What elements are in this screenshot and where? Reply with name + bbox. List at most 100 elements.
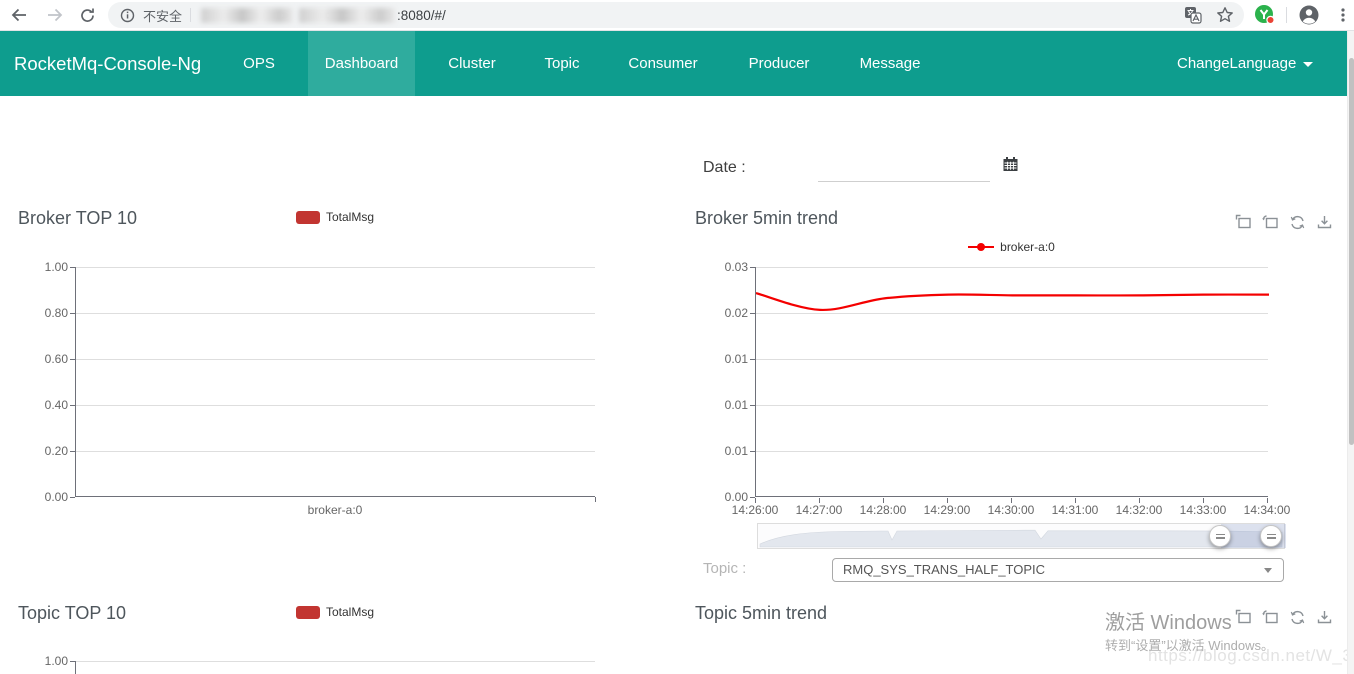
nav-item-message[interactable]: Message — [859, 55, 921, 72]
restore-icon[interactable] — [1289, 214, 1306, 231]
broker-top10-ytick-marks — [70, 267, 75, 498]
extension-icon[interactable] — [1254, 4, 1276, 26]
topic-select[interactable]: RMQ_SYS_TRANS_HALF_TOPIC — [832, 558, 1284, 582]
forward-icon[interactable] — [44, 4, 66, 26]
zoom-select-icon[interactable] — [1235, 214, 1252, 231]
top-navbar: RocketMq-Console-Ng OPS Dashboard Cluste… — [0, 31, 1354, 96]
save-image-icon[interactable] — [1316, 214, 1333, 231]
ytick-label: 0.03 — [724, 260, 748, 274]
ytick-label: 0.01 — [724, 444, 748, 458]
ytick-label: 0.02 — [724, 306, 748, 320]
profile-avatar-icon[interactable] — [1298, 4, 1320, 26]
legend-line-marker — [968, 243, 995, 251]
csdn-watermark: https://blog.csdn.net/W_317 — [1148, 646, 1354, 665]
broker-trend-gridlines — [756, 267, 1268, 452]
broker-trend-line-chart — [756, 292, 1269, 312]
legend-dot-marker — [977, 243, 986, 251]
save-image-icon[interactable] — [1316, 609, 1333, 626]
legend-label-broker: broker-a:0 — [1000, 240, 1055, 254]
nav-item-producer[interactable]: Producer — [748, 55, 810, 72]
windows-activation-watermark-line1: 激活 Windows — [1105, 612, 1232, 634]
datazoom-slider[interactable] — [757, 523, 1286, 549]
back-icon[interactable] — [8, 4, 30, 26]
brand-title[interactable]: RocketMq-Console-Ng — [14, 53, 202, 74]
ytick-label: 0.20 — [44, 444, 68, 458]
xtick-label: 14:28:00 — [859, 503, 907, 517]
legend-label-totalmsg: TotalMsg — [325, 210, 375, 224]
ytick-label: 0.01 — [724, 398, 748, 412]
url-text: :8080/#/ — [397, 7, 446, 23]
broker-top10-end-tick — [595, 497, 596, 502]
broker-trend-title: Broker 5min trend — [695, 208, 839, 228]
broker-trend-plot — [755, 267, 1269, 497]
broker-top10-plot — [75, 267, 595, 497]
address-bar[interactable]: 不安全 :8080/#/ — [108, 2, 1244, 28]
xtick-label: 14:29:00 — [923, 503, 971, 517]
topic-top10-gridline — [75, 661, 595, 662]
url-redacted-segment — [201, 7, 294, 23]
broker-trend-toolbox — [1235, 214, 1333, 231]
xtick-label: 14:30:00 — [987, 503, 1035, 517]
info-icon[interactable] — [120, 8, 135, 23]
bookmark-star-icon[interactable] — [1214, 4, 1236, 26]
page-scrollbar[interactable] — [1347, 31, 1354, 674]
topic-top10-ytick-mark — [70, 661, 75, 662]
topic-label: Topic : — [703, 560, 747, 577]
broker-top10-title: Broker TOP 10 — [18, 208, 138, 228]
legend-swatch-totalmsg — [295, 605, 320, 619]
broker-trend-ytick-marks — [750, 267, 755, 498]
refresh-icon[interactable] — [76, 4, 98, 26]
ytick-label: 0.80 — [44, 306, 68, 320]
broker-top10-gridlines — [76, 267, 595, 452]
change-language-label: ChangeLanguage — [1177, 55, 1297, 72]
translate-icon[interactable] — [1182, 4, 1204, 26]
ytick-label: 0.00 — [724, 490, 748, 504]
topic-top10-axis-stub — [75, 661, 76, 674]
windows-activation-watermark-line2: 转到“设置”以激活 Windows。 — [1105, 638, 1275, 653]
nav-item-cluster[interactable]: Cluster — [448, 55, 496, 72]
nav-item-dashboard[interactable]: Dashboard — [308, 31, 415, 96]
topic-trend-title: Topic 5min trend — [695, 603, 828, 623]
datazoom-data-shadow — [759, 529, 1283, 548]
zoom-reset-icon[interactable] — [1262, 214, 1279, 231]
nav-item-ops[interactable]: OPS — [243, 55, 275, 72]
date-input[interactable] — [818, 160, 990, 182]
broker-trend-xtick-marks — [755, 498, 1269, 503]
toolbar-divider — [1286, 7, 1287, 23]
url-redacted-segment — [299, 7, 396, 23]
xtick-label: 14:34:00 — [1243, 503, 1291, 517]
zoom-reset-icon[interactable] — [1262, 609, 1279, 626]
datazoom-handle-right[interactable] — [1260, 525, 1282, 547]
xtick-label: 14:31:00 — [1051, 503, 1099, 517]
scrollbar-thumb[interactable] — [1349, 58, 1354, 445]
broker-trend-legend[interactable]: broker-a:0 — [755, 240, 1268, 254]
security-label: 不安全 — [143, 8, 183, 24]
broker-top10-category-label: broker-a:0 — [307, 503, 363, 517]
topic-select-value: RMQ_SYS_TRANS_HALF_TOPIC — [843, 562, 1046, 577]
restore-icon[interactable] — [1289, 609, 1306, 626]
topic-top10-title: Topic TOP 10 — [18, 603, 127, 623]
topic-top10-legend[interactable]: TotalMsg — [75, 605, 595, 619]
select-caret-icon — [1264, 568, 1272, 573]
ytick-label: 1.00 — [44, 260, 68, 274]
change-language-menu[interactable]: ChangeLanguage — [1177, 31, 1314, 96]
nav-item-topic[interactable]: Topic — [544, 55, 580, 72]
trend-line-series — [756, 292, 1269, 312]
menu-kebab-icon[interactable] — [1332, 4, 1354, 26]
xtick-label: 14:27:00 — [795, 503, 843, 517]
zoom-select-icon[interactable] — [1235, 609, 1252, 626]
xtick-label: 14:26:00 — [731, 503, 779, 517]
url-divider — [190, 8, 192, 22]
ytick-label: 1.00 — [44, 654, 68, 668]
date-label: Date : — [703, 159, 746, 176]
nav-item-consumer[interactable]: Consumer — [628, 55, 698, 72]
browser-toolbar: 不安全 :8080/#/ — [0, 0, 1354, 31]
calendar-icon[interactable] — [1002, 156, 1019, 173]
datazoom-handle-left[interactable] — [1209, 525, 1231, 547]
ytick-label: 0.01 — [724, 352, 748, 366]
ytick-label: 0.40 — [44, 398, 68, 412]
legend-label-totalmsg: TotalMsg — [325, 605, 375, 619]
broker-top10-legend[interactable]: TotalMsg — [75, 210, 595, 224]
ytick-label: 0.00 — [44, 490, 68, 504]
